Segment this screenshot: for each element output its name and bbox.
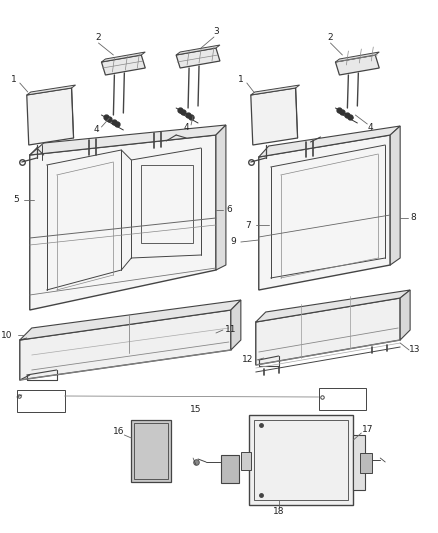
Circle shape bbox=[139, 452, 163, 476]
Bar bbox=[17, 390, 65, 412]
Polygon shape bbox=[216, 125, 226, 270]
Polygon shape bbox=[176, 45, 220, 55]
Polygon shape bbox=[256, 290, 410, 322]
Text: 2: 2 bbox=[328, 34, 333, 43]
Bar bbox=[353, 435, 365, 490]
Text: 16: 16 bbox=[113, 427, 124, 437]
Text: 9: 9 bbox=[230, 238, 236, 246]
Text: 8: 8 bbox=[410, 214, 416, 222]
Polygon shape bbox=[20, 300, 241, 340]
Bar bbox=[134, 423, 168, 479]
Polygon shape bbox=[176, 48, 220, 68]
Text: 4: 4 bbox=[183, 124, 189, 133]
Polygon shape bbox=[30, 135, 216, 310]
Text: 13: 13 bbox=[410, 345, 421, 354]
Polygon shape bbox=[102, 55, 145, 75]
Circle shape bbox=[144, 457, 158, 471]
Circle shape bbox=[148, 435, 154, 441]
Bar bbox=[131, 420, 171, 482]
Bar bbox=[141, 165, 193, 243]
Text: 7: 7 bbox=[245, 221, 251, 230]
Text: 2: 2 bbox=[95, 34, 101, 43]
Bar bbox=[318, 388, 366, 410]
Text: 15: 15 bbox=[190, 406, 202, 415]
Polygon shape bbox=[259, 126, 400, 157]
Polygon shape bbox=[27, 85, 76, 95]
Text: 4: 4 bbox=[367, 124, 373, 133]
Text: 1: 1 bbox=[11, 76, 17, 85]
Bar bbox=[360, 453, 372, 473]
Polygon shape bbox=[251, 88, 297, 145]
Polygon shape bbox=[400, 290, 410, 340]
Text: 11: 11 bbox=[225, 326, 237, 335]
Text: 6: 6 bbox=[226, 206, 232, 214]
Text: 17: 17 bbox=[361, 425, 373, 434]
Text: 3: 3 bbox=[213, 28, 219, 36]
Polygon shape bbox=[336, 55, 379, 75]
Polygon shape bbox=[30, 125, 226, 155]
Circle shape bbox=[148, 461, 154, 467]
Polygon shape bbox=[20, 310, 231, 380]
Circle shape bbox=[139, 426, 163, 450]
Text: 5: 5 bbox=[13, 196, 19, 205]
Polygon shape bbox=[251, 85, 300, 95]
Polygon shape bbox=[259, 135, 390, 290]
Polygon shape bbox=[102, 52, 145, 62]
Polygon shape bbox=[336, 52, 379, 62]
Polygon shape bbox=[231, 300, 241, 350]
Bar bbox=[221, 455, 239, 483]
Polygon shape bbox=[27, 88, 74, 145]
Circle shape bbox=[144, 431, 158, 445]
Bar bbox=[241, 452, 251, 470]
Polygon shape bbox=[256, 298, 400, 365]
Text: 4: 4 bbox=[94, 125, 99, 134]
Text: 1: 1 bbox=[238, 76, 244, 85]
Polygon shape bbox=[390, 126, 400, 265]
Text: 10: 10 bbox=[1, 330, 13, 340]
Bar bbox=[249, 415, 353, 505]
Text: 18: 18 bbox=[273, 507, 284, 516]
Bar bbox=[254, 420, 348, 500]
Text: 12: 12 bbox=[242, 356, 254, 365]
